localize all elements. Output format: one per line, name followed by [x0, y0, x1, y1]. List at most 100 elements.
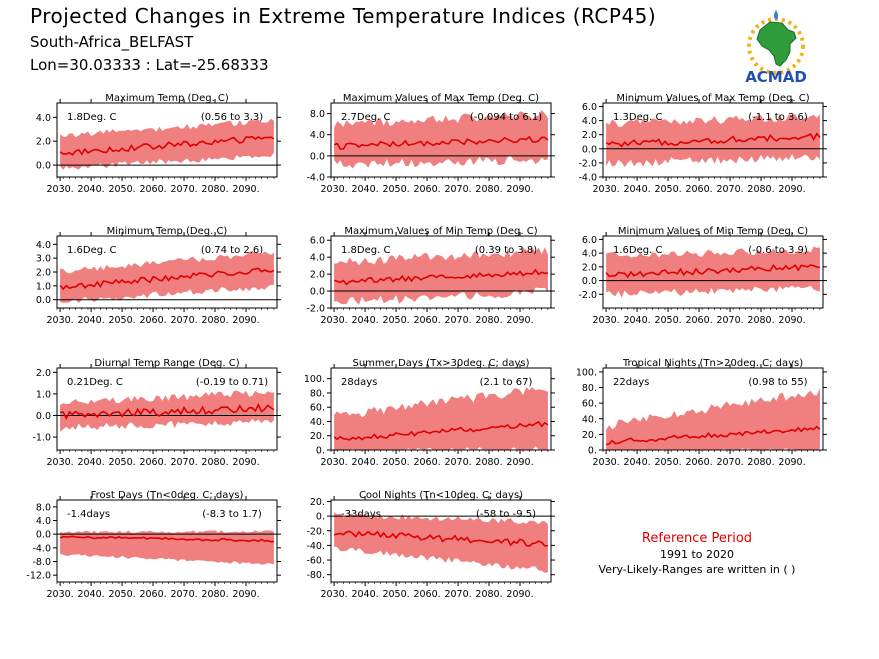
xtick-label-10-2: 2050.: [382, 589, 409, 600]
xtick-label-2-3: 2060.: [685, 184, 712, 195]
chart-title-8: Tropical Nights (Tn>20deg. C; days): [622, 358, 803, 369]
xtick-label-0-0: 2030.: [46, 184, 73, 195]
change-value-0: 1.8Deg. C: [67, 112, 116, 123]
reference-range-note: Very-Likely-Ranges are written in ( ): [598, 563, 796, 576]
ytick-label-3-0: 0.0: [36, 295, 51, 306]
xtick-label-2-5: 2080.: [747, 184, 774, 195]
ytick-label-6-1: 0.0: [36, 411, 51, 422]
median-line-8: [605, 425, 821, 446]
xtick-label-9-2: 2050.: [108, 589, 135, 600]
change-value-5: 1.6Deg. C: [613, 245, 662, 256]
ytick-label-10-1: -60.: [306, 556, 325, 567]
plot-frame-5: [602, 235, 824, 309]
range-value-0: (0.56 to 3.3): [201, 112, 263, 123]
xtick-label-10-1: 2040.: [351, 589, 378, 600]
chart-title-1: Maximum Values of Max Temp (Deg. C): [343, 93, 539, 104]
xtick-label-10-5: 2080.: [475, 589, 502, 600]
ytick-label-1-3: 8.0: [310, 109, 325, 120]
ytick-label-10-3: -20.: [306, 526, 325, 537]
xtick-label-7-2: 2050.: [382, 457, 409, 468]
xtick-label-5-4: 2070.: [716, 315, 743, 326]
chart-title-6: Diurnal Temp Range (Deg. C): [94, 358, 239, 369]
xtick-label-6-1: 2040.: [77, 457, 104, 468]
ytick-label-9-3: 0.0: [36, 530, 51, 541]
xtick-label-5-3: 2060.: [685, 315, 712, 326]
ytick-label-5-2: 2.0: [582, 262, 597, 273]
ytick-label-9-5: 8.0: [36, 502, 51, 513]
median-line-9: [59, 535, 275, 543]
range-band-2: [606, 113, 820, 167]
xtick-label-0-5: 2080.: [201, 184, 228, 195]
median-line-7: [333, 420, 549, 441]
ytick-label-3-1: 1.0: [36, 281, 51, 292]
ytick-label-3-2: 2.0: [36, 268, 51, 279]
xtick-label-3-2: 2050.: [108, 315, 135, 326]
xtick-label-1-1: 2040.: [351, 184, 378, 195]
xtick-label-0-4: 2070.: [170, 184, 197, 195]
ytick-label-10-5: 20.: [310, 497, 325, 508]
range-value-9: (-8.3 to 1.7): [202, 509, 262, 520]
range-band-8: [606, 387, 820, 450]
change-value-7: 28days: [341, 377, 377, 388]
xtick-label-8-6: 2090.: [778, 457, 805, 468]
xtick-label-4-2: 2050.: [382, 315, 409, 326]
xtick-label-9-3: 2060.: [139, 589, 166, 600]
ytick-label-7-5: 100.: [304, 374, 325, 385]
change-value-9: -1.4days: [67, 509, 110, 520]
xtick-label-9-4: 2070.: [170, 589, 197, 600]
ytick-label-2-0: -4.0: [578, 173, 597, 184]
reference-period-title: Reference Period: [641, 531, 753, 546]
chart-title-9: Frost Days (Tn<0deg. C; days): [91, 490, 244, 501]
ytick-label-5-3: 4.0: [582, 249, 597, 260]
xtick-label-4-5: 2080.: [475, 315, 502, 326]
ytick-label-3-4: 4.0: [36, 240, 51, 251]
ytick-label-7-3: 60.: [310, 403, 325, 414]
xtick-label-4-4: 2070.: [444, 315, 471, 326]
change-value-6: 0.21Deg. C: [67, 377, 123, 388]
acmad-logo: ACMAD: [745, 10, 807, 86]
ytick-label-1-2: 4.0: [310, 130, 325, 141]
median-line-0: [59, 135, 275, 157]
ytick-label-4-1: 0.0: [310, 287, 325, 298]
xtick-label-1-6: 2090.: [506, 184, 533, 195]
xtick-label-5-1: 2040.: [623, 315, 650, 326]
ytick-label-9-0: -12.0: [26, 571, 51, 582]
xtick-label-0-1: 2040.: [77, 184, 104, 195]
xtick-label-3-1: 2040.: [77, 315, 104, 326]
location-coordinates: Lon=30.03333 : Lat=-25.68333: [30, 56, 269, 74]
xtick-label-2-4: 2070.: [716, 184, 743, 195]
xtick-label-1-0: 2030.: [320, 184, 347, 195]
range-value-4: (0.39 to 3.8): [475, 245, 537, 256]
change-value-3: 1.6Deg. C: [67, 245, 116, 256]
ytick-label-4-4: 6.0: [310, 236, 325, 247]
chart-title-7: Summer Days (Tx>30deg. C; days): [352, 358, 529, 369]
xtick-label-8-5: 2080.: [747, 457, 774, 468]
plot-frame-4: [330, 235, 552, 309]
xtick-label-1-2: 2050.: [382, 184, 409, 195]
ytick-label-2-2: 0.0: [582, 144, 597, 155]
xtick-label-7-3: 2060.: [413, 457, 440, 468]
median-line-3: [59, 267, 275, 291]
africa-map-icon: [756, 21, 797, 67]
xtick-label-3-4: 2070.: [170, 315, 197, 326]
xtick-label-0-2: 2050.: [108, 184, 135, 195]
chart-title-5: Minimum Values of Min Temp (Deg. C): [618, 226, 808, 237]
xtick-label-5-2: 2050.: [654, 315, 681, 326]
ytick-label-7-4: 80.: [310, 388, 325, 399]
plot-frame-0: [56, 102, 278, 178]
xtick-label-6-3: 2060.: [139, 457, 166, 468]
ytick-label-0-2: 4.0: [36, 113, 51, 124]
chart-title-3: Minimum Temp (Deg. C): [107, 226, 228, 237]
ytick-label-5-4: 6.0: [582, 235, 597, 246]
xtick-label-9-0: 2030.: [46, 589, 73, 600]
ytick-label-10-4: 0.: [316, 512, 325, 523]
median-line-10: [333, 530, 548, 547]
xtick-label-1-3: 2060.: [413, 184, 440, 195]
xtick-label-2-6: 2090.: [778, 184, 805, 195]
xtick-label-1-4: 2070.: [444, 184, 471, 195]
xtick-label-10-3: 2060.: [413, 589, 440, 600]
xtick-label-10-4: 2070.: [444, 589, 471, 600]
ytick-label-2-1: -2.0: [578, 158, 597, 169]
range-value-5: (-0.6 to 3.9): [748, 245, 808, 256]
